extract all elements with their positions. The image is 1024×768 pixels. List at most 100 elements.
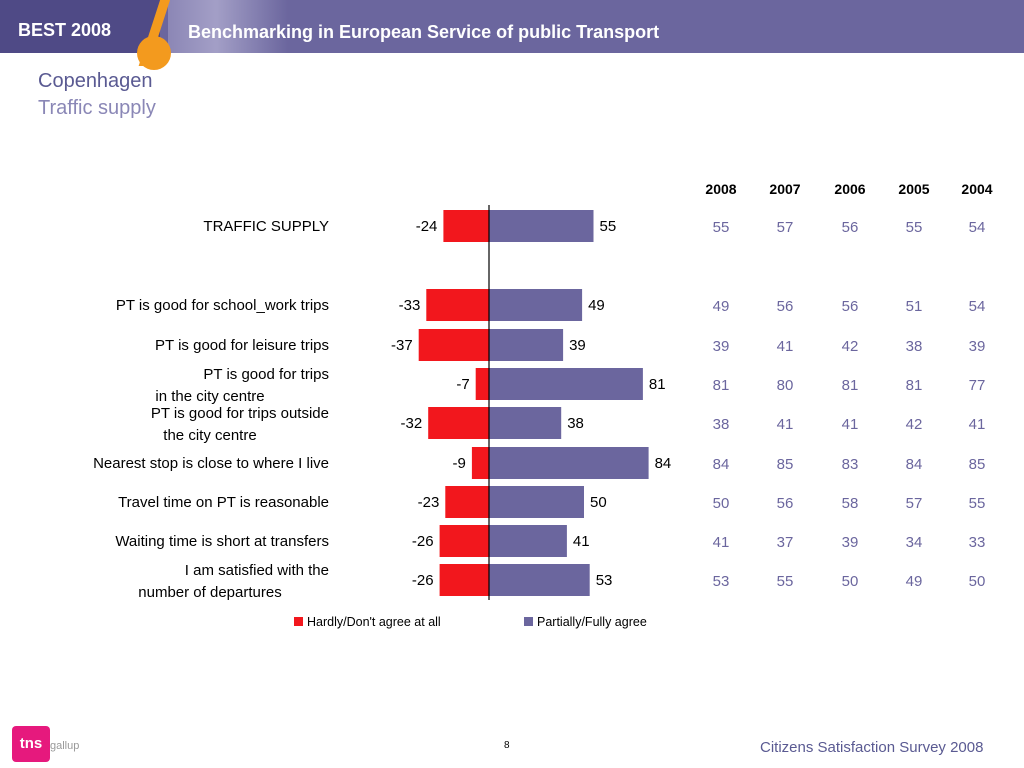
year-table-cell: 57 <box>777 219 794 236</box>
negative-bar <box>475 368 489 400</box>
year-table-cell: 80 <box>777 377 794 394</box>
header-band <box>0 0 160 53</box>
category-label: Travel time on PT is reasonable <box>118 494 329 511</box>
year-table-cell: 83 <box>842 456 859 473</box>
negative-value-label: -9 <box>453 455 466 472</box>
year-table-cell: 42 <box>842 338 859 355</box>
header-banner: BEST 2008 Benchmarking in European Servi… <box>0 0 1024 70</box>
year-table-cell: 56 <box>777 298 794 315</box>
positive-value-label: 39 <box>569 337 586 354</box>
category-label: TRAFFIC SUPPLY <box>203 218 329 235</box>
year-table-cell: 50 <box>713 495 730 512</box>
category-label: Nearest stop is close to where I live <box>93 455 329 472</box>
survey-name: Citizens Satisfaction Survey 2008 <box>760 739 984 756</box>
gallup-label: gallup <box>50 740 80 752</box>
negative-value-label: -32 <box>401 415 423 432</box>
year-table-cell: 54 <box>969 219 986 236</box>
category-label: number of departures <box>138 584 281 601</box>
category-label: in the city centre <box>155 388 264 405</box>
year-table-cell: 81 <box>842 377 859 394</box>
positive-value-label: 53 <box>596 572 613 589</box>
year-table-cell: 50 <box>842 573 859 590</box>
year-table-cell: 49 <box>713 298 730 315</box>
positive-bar <box>489 564 590 596</box>
year-table-cell: 34 <box>906 534 923 551</box>
year-table-cell: 41 <box>777 416 794 433</box>
year-table-cell: 33 <box>969 534 986 551</box>
year-table-cell: 49 <box>906 573 923 590</box>
year-table-cell: 39 <box>969 338 986 355</box>
legend-label-negative: Hardly/Don't agree at all <box>307 615 441 629</box>
negative-bar <box>443 210 489 242</box>
positive-value-label: 84 <box>655 455 672 472</box>
negative-bar <box>426 289 489 321</box>
positive-bar <box>489 329 564 361</box>
year-table-cell: 56 <box>842 298 859 315</box>
year-table-cell: 42 <box>906 416 923 433</box>
legend-swatch-negative <box>294 617 303 626</box>
negative-value-label: -33 <box>399 297 421 314</box>
year-table-cell: 58 <box>842 495 859 512</box>
positive-bar <box>489 447 649 479</box>
positive-bar <box>489 486 584 518</box>
year-header: 2007 <box>769 181 800 197</box>
negative-value-label: -24 <box>416 218 438 235</box>
year-table-cell: 37 <box>777 534 794 551</box>
year-table-cell: 53 <box>713 573 730 590</box>
negative-bar <box>418 329 489 361</box>
year-table-cell: 41 <box>713 534 730 551</box>
positive-value-label: 81 <box>649 376 666 393</box>
negative-value-label: -26 <box>412 572 434 589</box>
year-table-cell: 84 <box>713 456 730 473</box>
category-label: Waiting time is short at transfers <box>115 533 329 550</box>
category-label: I am satisfied with the <box>185 562 329 579</box>
year-table-cell: 84 <box>906 456 923 473</box>
category-label: PT is good for school_work trips <box>116 297 329 314</box>
positive-bar <box>489 407 562 439</box>
negative-value-label: -23 <box>418 494 440 511</box>
year-header: 2005 <box>898 181 929 197</box>
year-header: 2008 <box>705 181 736 197</box>
page-subtitle: Traffic supply <box>38 97 156 119</box>
year-table-cell: 56 <box>777 495 794 512</box>
category-label: the city centre <box>163 427 256 444</box>
year-table-cell: 85 <box>969 456 986 473</box>
positive-value-label: 50 <box>590 494 607 511</box>
positive-bar <box>489 368 643 400</box>
year-table-cell: 56 <box>842 219 859 236</box>
year-table-cell: 39 <box>713 338 730 355</box>
category-label: PT is good for trips outside <box>151 405 329 422</box>
legend-label-positive: Partially/Fully agree <box>537 615 647 629</box>
year-table-cell: 38 <box>713 416 730 433</box>
positive-value-label: 49 <box>588 297 605 314</box>
year-table-cell: 81 <box>713 377 730 394</box>
positive-bar <box>489 525 567 557</box>
header-title: Benchmarking in European Service of publ… <box>188 22 660 42</box>
category-label: PT is good for leisure trips <box>155 337 329 354</box>
legend-swatch-positive <box>524 617 533 626</box>
positive-bar <box>489 289 583 321</box>
negative-bar <box>439 525 489 557</box>
year-table-cell: 81 <box>906 377 923 394</box>
year-table-cell: 57 <box>906 495 923 512</box>
header-orange-dot <box>137 36 171 70</box>
negative-bar <box>445 486 489 518</box>
year-table-cell: 55 <box>969 495 986 512</box>
year-header: 2004 <box>961 181 992 197</box>
header-best-label: BEST 2008 <box>18 20 112 40</box>
positive-value-label: 38 <box>567 415 584 432</box>
year-table-cell: 41 <box>842 416 859 433</box>
negative-value-label: -7 <box>456 376 469 393</box>
year-header: 2006 <box>834 181 865 197</box>
year-table-cell: 77 <box>969 377 986 394</box>
negative-bar <box>471 447 489 479</box>
negative-bar <box>428 407 489 439</box>
year-table-cell: 50 <box>969 573 986 590</box>
negative-bar <box>439 564 489 596</box>
year-table-cell: 39 <box>842 534 859 551</box>
negative-value-label: -37 <box>391 337 413 354</box>
page-title: Copenhagen <box>38 70 153 92</box>
tns-logo: tns <box>12 726 50 762</box>
header-photo <box>168 0 288 53</box>
